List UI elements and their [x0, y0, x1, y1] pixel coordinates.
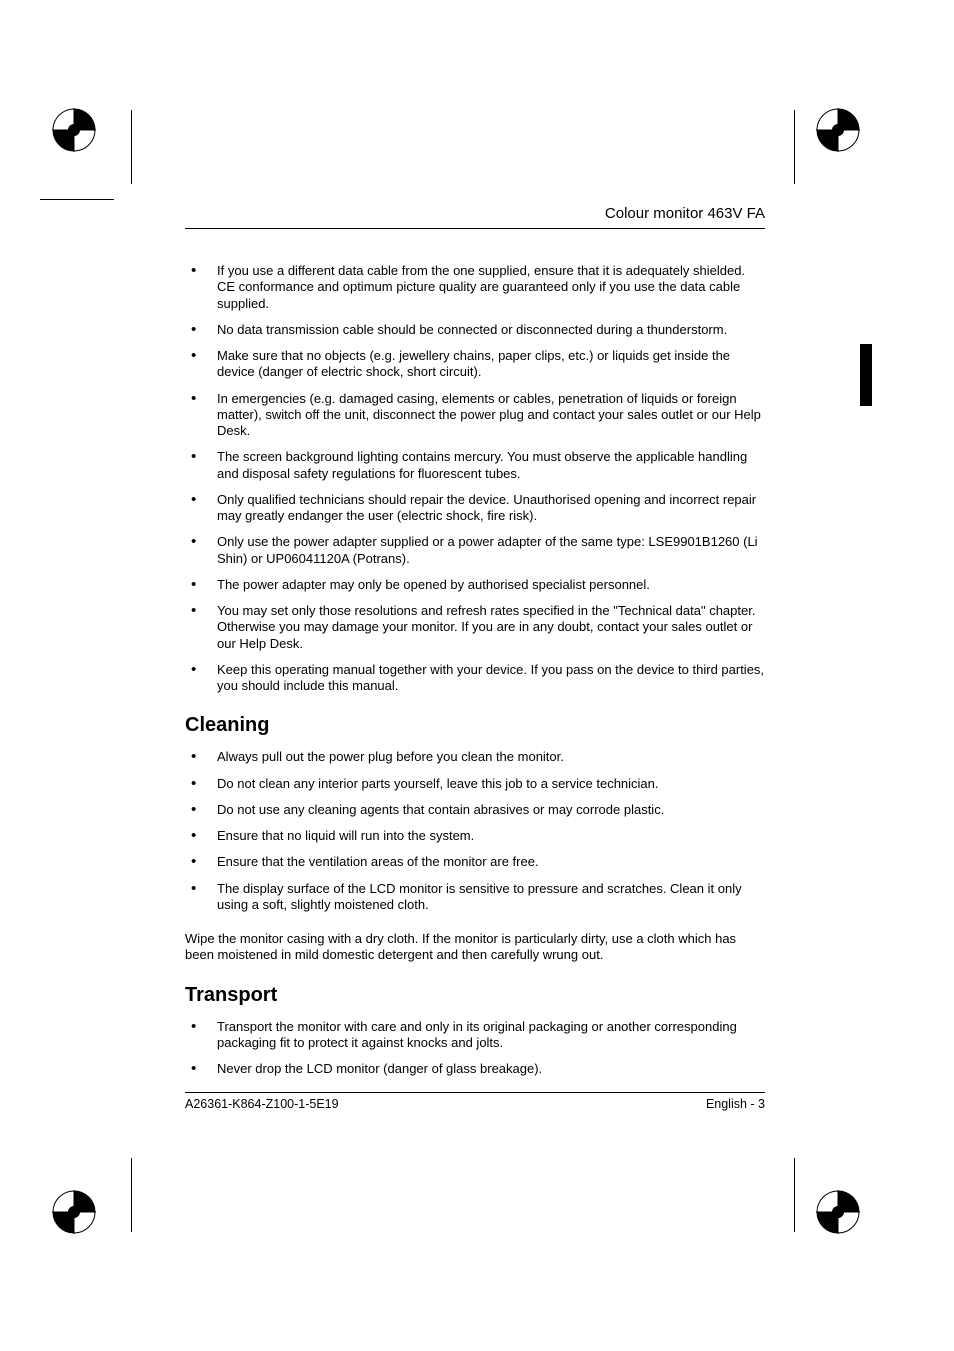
list-item: You may set only those resolutions and r… — [185, 603, 765, 652]
crop-mark — [794, 1158, 795, 1232]
footer-right: English - 3 — [706, 1097, 765, 1111]
registration-mark-icon — [52, 108, 96, 152]
list-item: The display surface of the LCD monitor i… — [185, 881, 765, 914]
list-item: If you use a different data cable from t… — [185, 263, 765, 312]
list-item: The screen background lighting contains … — [185, 449, 765, 482]
list-item: Make sure that no objects (e.g. jeweller… — [185, 348, 765, 381]
list-item: Ensure that the ventilation areas of the… — [185, 854, 765, 870]
list-item: No data transmission cable should be con… — [185, 322, 765, 338]
list-item: Keep this operating manual together with… — [185, 662, 765, 695]
cleaning-paragraph: Wipe the monitor casing with a dry cloth… — [185, 931, 765, 964]
crop-mark — [131, 1158, 132, 1232]
transport-bullet-list: Transport the monitor with care and only… — [185, 1019, 765, 1078]
registration-mark-icon — [816, 108, 860, 152]
crop-mark — [794, 110, 795, 184]
list-item: Do not clean any interior parts yourself… — [185, 776, 765, 792]
crop-mark — [131, 110, 132, 184]
crop-mark — [40, 199, 114, 200]
cleaning-bullet-list: Always pull out the power plug before yo… — [185, 749, 765, 913]
cleaning-heading: Cleaning — [185, 714, 765, 737]
list-item: In emergencies (e.g. damaged casing, ele… — [185, 391, 765, 440]
list-item: Only use the power adapter supplied or a… — [185, 534, 765, 567]
list-item: Ensure that no liquid will run into the … — [185, 828, 765, 844]
list-item: Never drop the LCD monitor (danger of gl… — [185, 1061, 765, 1077]
page-footer: A26361-K864-Z100-1-5E19 English - 3 — [185, 1092, 765, 1111]
list-item: The power adapter may only be opened by … — [185, 577, 765, 593]
intro-bullet-list: If you use a different data cable from t… — [185, 263, 765, 694]
side-tab — [860, 344, 872, 406]
registration-mark-icon — [52, 1190, 96, 1234]
page-content: Colour monitor 463V FA If you use a diff… — [185, 205, 765, 1095]
list-item: Only qualified technicians should repair… — [185, 492, 765, 525]
registration-mark-icon — [816, 1190, 860, 1234]
header-title: Colour monitor 463V FA — [605, 205, 765, 222]
list-item: Transport the monitor with care and only… — [185, 1019, 765, 1052]
list-item: Always pull out the power plug before yo… — [185, 749, 765, 765]
transport-heading: Transport — [185, 984, 765, 1007]
list-item: Do not use any cleaning agents that cont… — [185, 802, 765, 818]
page-header: Colour monitor 463V FA — [185, 205, 765, 229]
footer-left: A26361-K864-Z100-1-5E19 — [185, 1097, 339, 1111]
